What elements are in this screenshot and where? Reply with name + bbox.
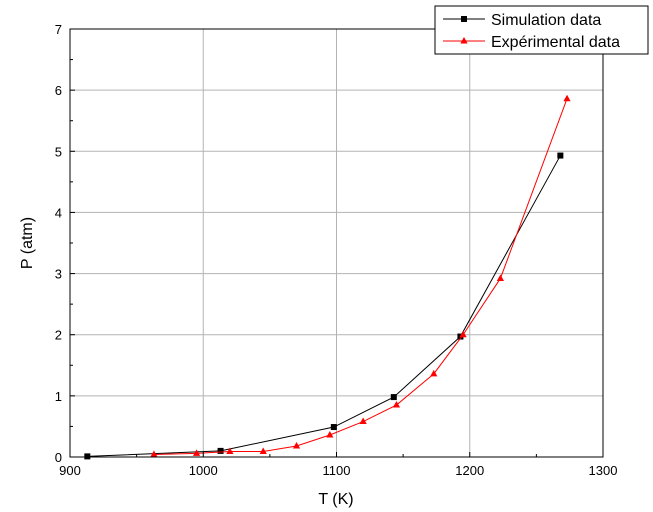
series-2-point <box>326 430 334 438</box>
series-2-point <box>359 417 367 425</box>
grid <box>70 29 603 457</box>
y-tick-label: 5 <box>55 144 62 159</box>
y-tick-label: 1 <box>55 389 62 404</box>
legend-box <box>434 5 649 55</box>
series-2-line <box>153 98 568 456</box>
y-tick-label: 0 <box>55 450 62 465</box>
series-1-line <box>87 155 561 457</box>
y-tick-label: 4 <box>55 205 62 220</box>
series-1-point <box>84 453 91 460</box>
legend: Simulation data Expérimental data <box>434 5 649 55</box>
series-2 <box>150 94 571 458</box>
series-2-point <box>459 330 467 338</box>
series-2-point <box>226 447 234 454</box>
series-2-point <box>392 401 401 408</box>
legend-marker-2 <box>460 37 468 44</box>
series-2-point <box>292 441 301 449</box>
legend-marker-1 <box>461 16 467 22</box>
x-tick-label: 1100 <box>323 463 351 478</box>
series-2-point <box>259 447 267 454</box>
y-tick-label: 2 <box>55 328 62 343</box>
x-axis-title: T (K) <box>318 491 353 508</box>
series-2-point <box>430 369 438 377</box>
x-tick-label: 1300 <box>589 463 618 478</box>
legend-label-2: Expérimental data <box>491 34 620 51</box>
x-tick-label: 1200 <box>455 463 484 478</box>
y-tick-label: 7 <box>55 22 62 37</box>
y-tick-label: 6 <box>55 83 62 98</box>
x-tick-label: 900 <box>59 463 81 478</box>
series-2-point <box>563 94 571 102</box>
ticks: 900 1000 1100 1200 1300 0 1 2 3 4 5 6 7 <box>55 22 618 478</box>
series-1-point <box>557 152 564 159</box>
series-1-point <box>390 394 397 401</box>
series-1-point <box>217 447 224 454</box>
series-layer <box>84 94 571 460</box>
series-2-point <box>192 449 201 456</box>
series-2-point <box>150 450 158 458</box>
series-2-point <box>496 274 504 281</box>
series-1-point <box>330 424 337 431</box>
y-tick-label: 3 <box>55 267 62 282</box>
x-tick-label: 1000 <box>189 463 218 478</box>
y-axis-title: P (atm) <box>19 217 36 269</box>
legend-label-1: Simulation data <box>491 12 601 29</box>
